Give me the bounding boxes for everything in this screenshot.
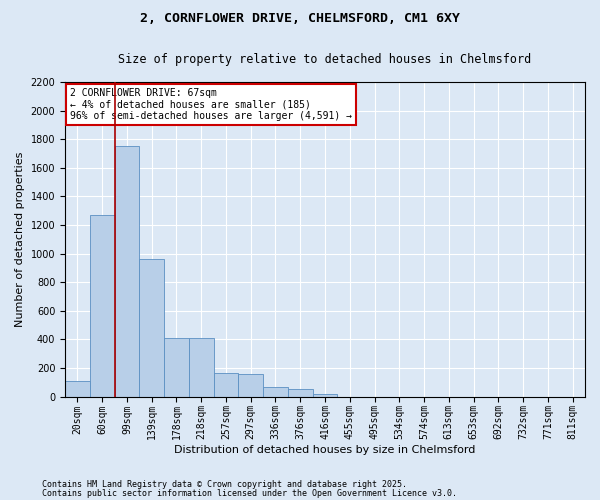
Bar — [263, 388, 288, 396]
Bar — [313, 394, 337, 396]
Bar — [115, 146, 139, 396]
Bar — [238, 374, 263, 396]
Bar — [139, 260, 164, 396]
Bar — [65, 381, 90, 396]
Text: 2 CORNFLOWER DRIVE: 67sqm
← 4% of detached houses are smaller (185)
96% of semi-: 2 CORNFLOWER DRIVE: 67sqm ← 4% of detach… — [70, 88, 352, 122]
Bar — [164, 338, 189, 396]
Title: Size of property relative to detached houses in Chelmsford: Size of property relative to detached ho… — [118, 52, 532, 66]
Bar — [189, 338, 214, 396]
Text: Contains public sector information licensed under the Open Government Licence v3: Contains public sector information licen… — [42, 488, 457, 498]
Y-axis label: Number of detached properties: Number of detached properties — [15, 152, 25, 327]
Bar — [214, 373, 238, 396]
Text: Contains HM Land Registry data © Crown copyright and database right 2025.: Contains HM Land Registry data © Crown c… — [42, 480, 407, 489]
Text: 2, CORNFLOWER DRIVE, CHELMSFORD, CM1 6XY: 2, CORNFLOWER DRIVE, CHELMSFORD, CM1 6XY — [140, 12, 460, 26]
X-axis label: Distribution of detached houses by size in Chelmsford: Distribution of detached houses by size … — [175, 445, 476, 455]
Bar — [90, 215, 115, 396]
Bar — [288, 388, 313, 396]
